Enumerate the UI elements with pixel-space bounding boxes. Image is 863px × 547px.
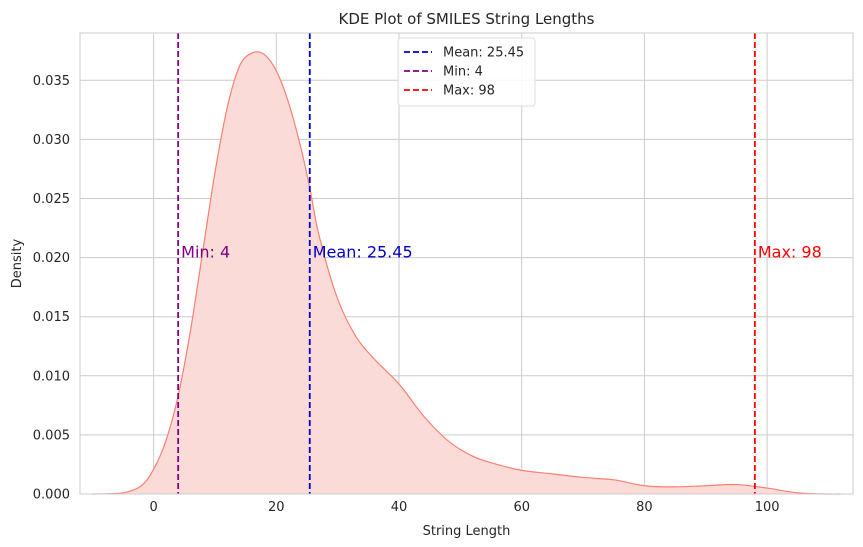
y-tick-label: 0.025 bbox=[33, 192, 70, 207]
vline-annotation: Min: 4 bbox=[181, 243, 230, 262]
legend-label: Mean: 25.45 bbox=[443, 46, 524, 61]
y-axis-ticks: 0.000 0.005 0.010 0.015 0.020 0.025 0.030 0.035 bbox=[33, 74, 70, 503]
x-tick-label: 20 bbox=[268, 500, 285, 515]
x-tick-label: 0 bbox=[149, 500, 157, 515]
y-axis-label: Density bbox=[10, 238, 25, 288]
x-axis-ticks: 0 20 40 60 80 100 bbox=[149, 500, 779, 515]
y-tick-label: 0.030 bbox=[33, 133, 70, 148]
y-tick-label: 0.005 bbox=[33, 428, 70, 443]
reference-lines: Mean: 25.45 Min: 4 Max: 98 bbox=[177, 33, 822, 494]
legend-label: Min: 4 bbox=[443, 65, 483, 80]
kde-line bbox=[92, 51, 841, 495]
legend: Mean: 25.45 Min: 4 Max: 98 bbox=[397, 37, 536, 107]
x-tick-label: 40 bbox=[391, 500, 408, 515]
x-axis-label: String Length bbox=[423, 524, 511, 539]
plot-frame bbox=[79, 32, 854, 495]
chart-title: KDE Plot of SMILES String Lengths bbox=[339, 10, 595, 28]
vline-annotation: Max: 98 bbox=[758, 243, 822, 262]
legend-label: Max: 98 bbox=[443, 84, 495, 99]
y-tick-label: 0.000 bbox=[33, 488, 70, 503]
y-tick-label: 0.010 bbox=[33, 369, 70, 384]
y-tick-label: 0.020 bbox=[33, 251, 70, 266]
x-tick-label: 80 bbox=[636, 500, 653, 515]
x-tick-label: 60 bbox=[513, 500, 530, 515]
x-tick-label: 100 bbox=[755, 500, 780, 515]
y-tick-label: 0.015 bbox=[33, 310, 70, 325]
kde-area bbox=[92, 51, 841, 495]
legend-box bbox=[397, 37, 536, 107]
kde-fill bbox=[92, 51, 841, 495]
y-tick-label: 0.035 bbox=[33, 74, 70, 89]
vline-annotation: Mean: 25.45 bbox=[313, 243, 413, 262]
